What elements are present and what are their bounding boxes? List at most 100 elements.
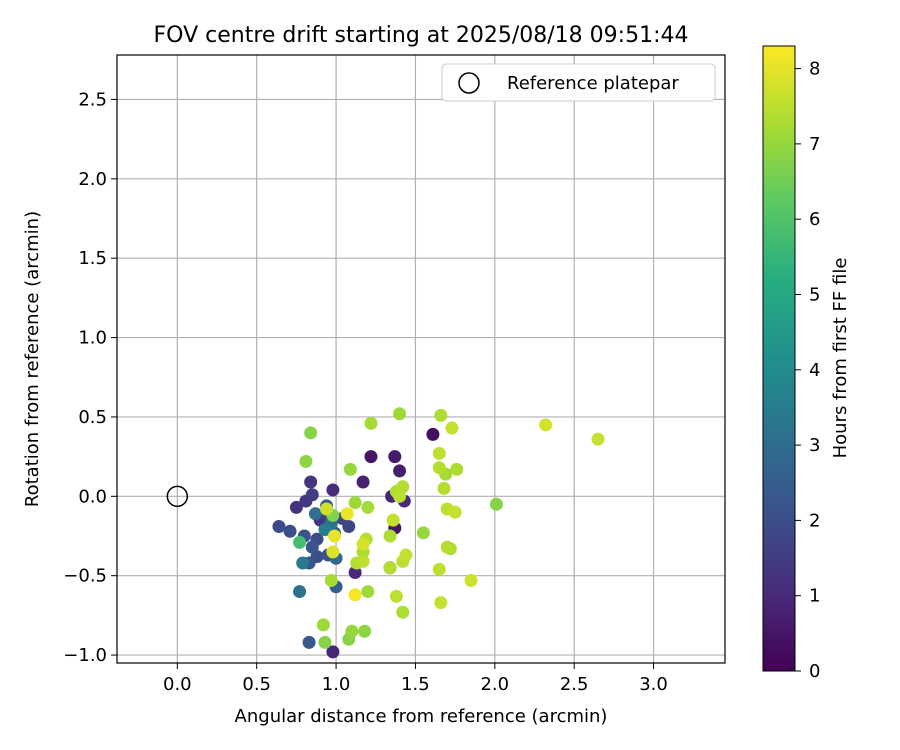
data-point [393,464,407,478]
x-tick-label: 2.5 [560,674,589,695]
colorbar-tick-label: 3 [809,435,820,456]
data-point [437,481,451,495]
data-point [299,454,313,468]
data-point [464,573,478,587]
data-point [416,526,430,540]
colorbar-tick-label: 1 [809,586,820,607]
data-point [389,589,403,603]
data-point [364,450,378,464]
y-tick-label: 0.0 [78,486,107,507]
colorbar-tick-label: 6 [809,209,820,230]
data-point [302,635,316,649]
y-tick-label: −1.0 [63,645,107,666]
data-point [327,529,341,543]
legend: Reference platepar [441,63,716,102]
data-point [304,426,318,440]
data-point [450,462,464,476]
colorbar-label: Hours from first FF file [830,258,851,459]
data-point [388,450,402,464]
data-point [361,585,375,599]
x-tick-label: 0.5 [242,674,271,695]
data-point [326,483,340,497]
data-point [272,519,286,533]
x-axis-label: Angular distance from reference (arcmin) [235,706,608,727]
legend-box [441,63,716,102]
chart-title: FOV centre drift starting at 2025/08/18 … [154,23,689,48]
x-tick-label: 0.0 [163,674,192,695]
data-point [283,524,297,538]
data-point [393,407,407,421]
y-tick-label: 1.5 [78,248,107,269]
data-point [345,624,359,638]
colorbar-tick-label: 2 [809,510,820,531]
colorbar-tick-label: 5 [809,284,820,305]
legend-marker-icon [458,72,480,94]
data-point [432,461,446,475]
data-point [326,545,340,559]
data-point [343,462,357,476]
data-point [358,624,372,638]
data-point [383,561,397,575]
data-point [364,416,378,430]
data-point [318,635,332,649]
data-point [426,427,440,441]
y-tick-label: 0.5 [78,407,107,428]
y-axis-label: Rotation from reference (arcmin) [22,211,43,507]
y-tick-label: −0.5 [63,566,107,587]
grid-lines [117,55,725,663]
data-point [445,421,459,435]
colorbar-tick-label: 7 [809,134,820,155]
data-point [434,596,448,610]
data-point [361,500,375,514]
data-point [393,489,407,503]
x-tick-label: 2.0 [480,674,509,695]
y-tick-label: 2.5 [78,89,107,110]
data-point [308,507,322,521]
colorbar-tick-label: 0 [809,661,820,682]
data-point [324,573,338,587]
x-tick-label: 1.0 [322,674,351,695]
colorbar: 0 1 2 3 4 5 6 7 8 Hours from first FF file [762,45,851,682]
data-point [342,519,356,533]
data-point [434,408,448,422]
y-axis-ticks: −1.0 −0.5 0.0 0.5 1.0 1.5 2.0 2.5 [63,89,117,666]
data-point [340,507,354,521]
data-point [432,446,446,460]
data-point [399,548,413,562]
data-point [296,556,310,570]
colorbar-tick-label: 8 [809,59,820,80]
x-tick-label: 1.5 [401,674,430,695]
colorbar-ticks: 0 1 2 3 4 5 6 7 8 [795,59,820,682]
data-point [348,588,362,602]
data-point [539,418,553,432]
x-tick-label: 3.0 [639,674,668,695]
data-point [356,554,370,568]
y-tick-label: 1.0 [78,328,107,349]
colorbar-gradient [762,45,796,672]
data-point [448,505,462,519]
data-point [293,585,307,599]
colorbar-tick-label: 4 [809,360,820,381]
reference-marker-group [166,485,189,508]
data-point [356,475,370,489]
data-point [320,502,334,516]
reference-marker [166,485,189,508]
data-point [383,529,397,543]
data-point [440,540,454,554]
data-point [326,645,340,659]
data-point [318,523,332,537]
data-point [305,540,319,554]
data-point [489,497,503,511]
legend-label: Reference platepar [507,73,679,94]
data-points [272,407,605,659]
data-point [305,488,319,502]
plot-frame [116,54,726,664]
data-point [348,496,362,510]
data-point [304,475,318,489]
data-point [289,500,303,514]
data-point [591,432,605,446]
data-point [356,537,370,551]
data-point [432,562,446,576]
data-point [396,605,410,619]
